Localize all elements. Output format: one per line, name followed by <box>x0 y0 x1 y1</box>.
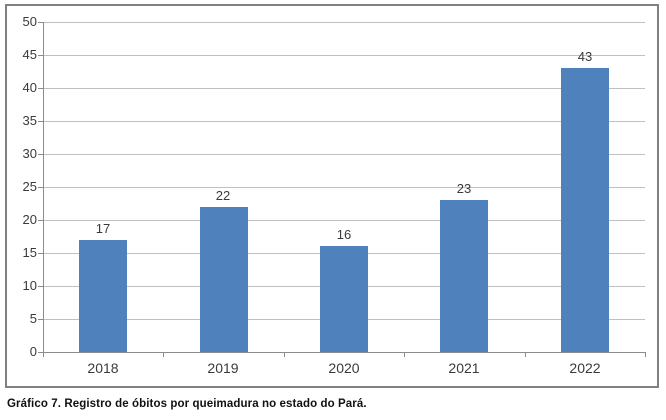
chart-frame: 0 5 10 15 20 25 30 35 40 45 50 17 2018 22 2019 16 2020 23… <box>5 4 659 388</box>
y-tick-label: 45 <box>22 47 37 62</box>
bar-value-label-2018: 17 <box>95 221 111 236</box>
y-axis-tick-50 <box>38 22 43 23</box>
y-tick-label: 0 <box>29 344 37 359</box>
y-tick-label: 15 <box>22 245 37 260</box>
y-axis-tick-20 <box>38 220 43 221</box>
y-axis-tick-30 <box>38 154 43 155</box>
gridline-50 <box>43 22 645 23</box>
x-axis-tick-2 <box>284 352 285 357</box>
y-tick-label: 25 <box>22 179 37 194</box>
bar-2019 <box>200 207 248 352</box>
x-axis-tick-1 <box>163 352 164 357</box>
x-tick-label-2022: 2022 <box>569 360 601 376</box>
x-axis-line <box>43 352 646 353</box>
bar-value-label-2020: 16 <box>336 227 352 242</box>
y-axis-tick-35 <box>38 121 43 122</box>
y-tick-label: 10 <box>22 278 37 293</box>
x-axis-tick-0 <box>43 352 44 357</box>
y-tick-label: 35 <box>22 113 37 128</box>
bar-2018 <box>79 240 127 352</box>
bar-value-label-2019: 22 <box>215 188 231 203</box>
gridline-40 <box>43 88 645 89</box>
y-tick-label: 50 <box>22 14 37 29</box>
x-axis-tick-4 <box>525 352 526 357</box>
gridline-45 <box>43 55 645 56</box>
y-tick-label: 5 <box>29 311 37 326</box>
x-tick-label-2019: 2019 <box>207 360 239 376</box>
y-axis-tick-25 <box>38 187 43 188</box>
y-tick-label: 40 <box>22 80 37 95</box>
y-axis-tick-40 <box>38 88 43 89</box>
y-axis-tick-45 <box>38 55 43 56</box>
x-axis-tick-end <box>645 352 646 357</box>
gridline-20 <box>43 220 645 221</box>
chart-caption: Gráfico 7. Registro de óbitos por queima… <box>7 398 367 410</box>
y-axis-tick-0 <box>38 352 43 353</box>
x-tick-label-2018: 2018 <box>87 360 119 376</box>
y-tick-label: 20 <box>22 212 37 227</box>
x-axis-tick-3 <box>404 352 405 357</box>
bar-2021 <box>440 200 488 352</box>
bar-value-label-2022: 43 <box>577 49 593 64</box>
y-tick-label: 30 <box>22 146 37 161</box>
bar-value-label-2021: 23 <box>456 181 472 196</box>
y-axis-line <box>43 22 44 352</box>
gridline-25 <box>43 187 645 188</box>
bar-2020 <box>320 246 368 352</box>
gridline-35 <box>43 121 645 122</box>
x-tick-label-2021: 2021 <box>448 360 480 376</box>
y-axis-tick-5 <box>38 319 43 320</box>
y-axis-tick-10 <box>38 286 43 287</box>
gridline-30 <box>43 154 645 155</box>
bar-2022 <box>561 68 609 352</box>
y-axis-tick-15 <box>38 253 43 254</box>
x-tick-label-2020: 2020 <box>328 360 360 376</box>
